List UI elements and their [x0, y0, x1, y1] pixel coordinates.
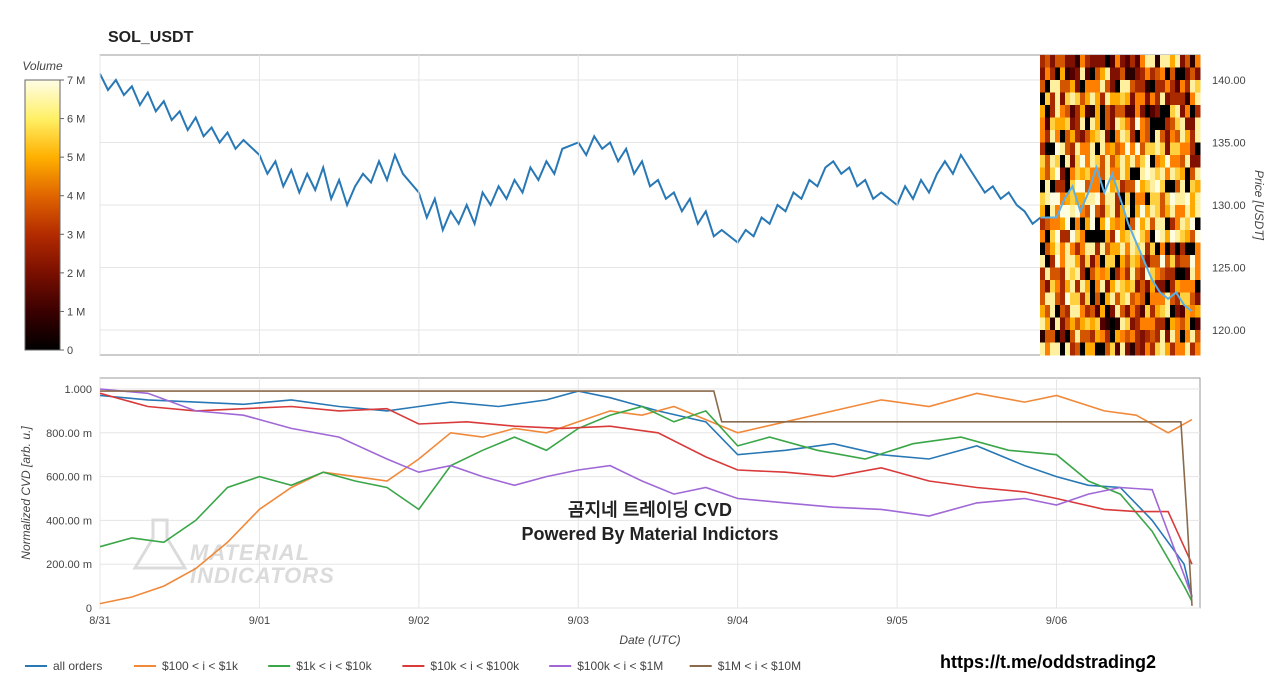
price-tick: 130.00	[1212, 200, 1246, 212]
volume-tick: 1 M	[67, 306, 85, 318]
legend-item: all orders	[53, 659, 102, 673]
x-tick: 9/05	[886, 615, 907, 627]
volume-tick: 6 M	[67, 114, 85, 126]
price-tick: 125.00	[1212, 263, 1246, 275]
price-line	[100, 74, 1192, 311]
chart-title: SOL_USDT	[108, 29, 194, 46]
cvd-ytick: 400.00 m	[46, 515, 92, 527]
svg-text:MATERIAL: MATERIAL	[190, 540, 310, 565]
cvd-ytick: 0	[86, 603, 92, 615]
price-tick: 140.00	[1212, 75, 1246, 87]
x-tick: 9/03	[568, 615, 589, 627]
x-tick: 9/02	[408, 615, 429, 627]
volume-tick: 3 M	[67, 229, 85, 241]
volume-colorbar: Volume 0 1 M 2 M 3 M 4 M 5 M 6 M 7 M	[22, 59, 85, 357]
x-axis-label: Date (UTC)	[619, 633, 680, 647]
cvd-ytick: 800.00 m	[46, 428, 92, 440]
cvd-ytick: 600.00 m	[46, 472, 92, 484]
x-tick: 9/04	[727, 615, 748, 627]
volume-tick: 7 M	[67, 75, 85, 87]
volume-label: Volume	[22, 59, 63, 73]
center-label-1: 곰지네 트레이딩 CVD	[568, 500, 732, 520]
x-tick: 9/01	[249, 615, 270, 627]
volume-tick: 5 M	[67, 152, 85, 164]
orderbook-heatmap	[1040, 55, 1201, 356]
x-tick: 9/06	[1046, 615, 1067, 627]
volume-tick: 2 M	[67, 268, 85, 280]
volume-tick: 4 M	[67, 191, 85, 203]
legend: all orders $100 < i < $1k $1k < i < $10k $1…	[25, 659, 801, 673]
legend-item: $1M < i < $10M	[718, 659, 801, 673]
price-tick: 120.00	[1212, 325, 1246, 337]
legend-item: $10k < i < $100k	[430, 659, 520, 673]
watermark: MATERIALINDICATORS	[135, 520, 335, 588]
cvd-ytick: 200.00 m	[46, 559, 92, 571]
x-tick: 8/31	[89, 615, 110, 627]
legend-item: $100k < i < $1M	[577, 659, 663, 673]
footer-url[interactable]: https://t.me/oddstrading2	[940, 652, 1156, 672]
volume-tick: 0	[67, 345, 73, 357]
legend-item: $1k < i < $10k	[296, 659, 372, 673]
price-tick: 135.00	[1212, 138, 1246, 150]
cvd-axis-label: Normalized CVD [arb. u.]	[19, 426, 33, 560]
legend-item: $100 < i < $1k	[162, 659, 239, 673]
cvd-chart: 0 200.00 m 400.00 m 600.00 m 800.00 m 1.000 No…	[19, 378, 1200, 647]
cvd-ytick: 1.000	[64, 384, 92, 396]
price-axis-label: Price [USDT]	[1252, 170, 1266, 241]
center-label-2: Powered By Material Indictors	[521, 524, 778, 544]
svg-text:INDICATORS: INDICATORS	[190, 563, 335, 588]
